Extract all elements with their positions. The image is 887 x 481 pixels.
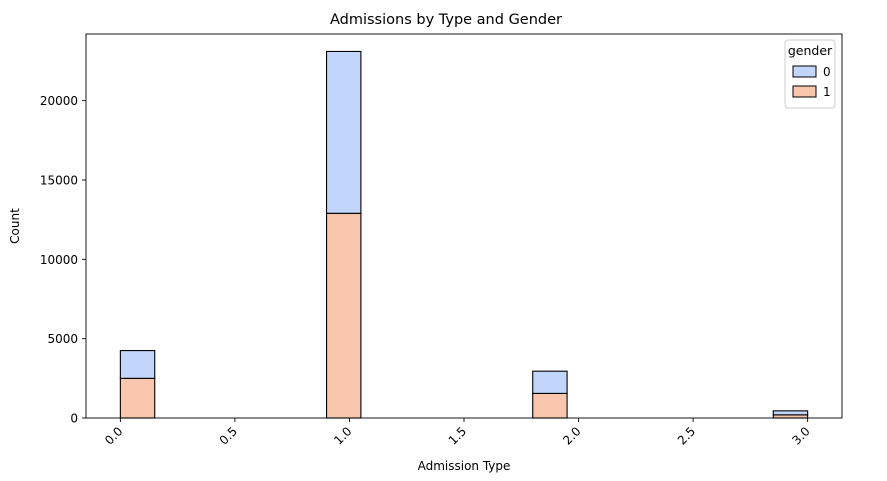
- x-tick-label: 3.0: [789, 424, 812, 447]
- bar-gender-0-bin-12: [532, 370, 568, 394]
- legend-swatch-1: [792, 85, 817, 98]
- bars-group: [119, 50, 809, 419]
- x-tick-label: 0.5: [217, 424, 240, 447]
- y-tick-label: 20000: [40, 94, 78, 108]
- bar-gender-1-bin-12: [532, 392, 568, 419]
- x-axis-label: Admission Type: [418, 459, 511, 473]
- legend-label-1: 1: [823, 85, 831, 99]
- bar-gender-0-bin-0: [119, 350, 156, 379]
- legend-swatch-0: [792, 65, 817, 78]
- legend-entries: 01: [792, 65, 831, 99]
- plot-frame: [85, 33, 843, 419]
- y-tick-label: 5000: [47, 332, 78, 346]
- y-axis: 0 5000 10000 15000 20000: [40, 94, 86, 426]
- chart-title: Admissions by Type and Gender: [330, 12, 562, 28]
- bar-gender-0-bin-6: [325, 50, 362, 214]
- bar-gender-1-bin-6: [325, 212, 362, 419]
- y-tick-label: 15000: [40, 173, 78, 187]
- bar-gender-0-bin-19: [772, 410, 809, 416]
- x-tick-label: 2.0: [560, 424, 583, 447]
- x-tick-label: 0.0: [102, 424, 125, 447]
- y-tick-label: 10000: [40, 253, 78, 267]
- x-tick-label: 2.5: [675, 424, 698, 447]
- y-tick-label: 0: [70, 412, 78, 426]
- legend: gender 01: [784, 39, 836, 109]
- bar-gender-1-bin-0: [119, 377, 156, 419]
- x-tick-label: 1.5: [446, 424, 469, 447]
- legend-label-0: 0: [823, 65, 831, 79]
- legend-title: gender: [788, 43, 833, 58]
- x-axis: 0.0 0.5 1.0 1.5 2.0 2.5 3.0: [102, 418, 813, 448]
- y-axis-label: Count: [8, 208, 22, 244]
- x-tick-label: 1.0: [331, 424, 354, 447]
